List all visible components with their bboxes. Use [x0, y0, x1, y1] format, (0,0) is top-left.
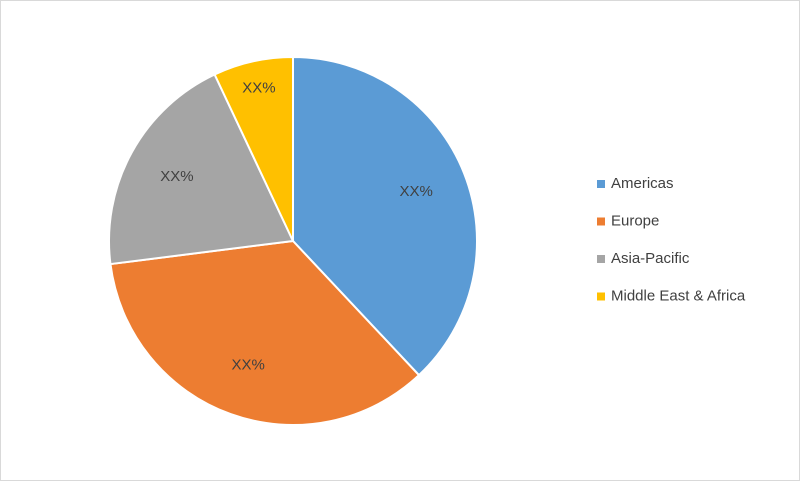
legend-label: Middle East & Africa [611, 287, 746, 304]
legend-swatch [597, 180, 605, 188]
data-label: XX% [231, 357, 264, 374]
legend-swatch [597, 217, 605, 226]
legend-swatch [597, 292, 605, 301]
pie-slice [213, 55, 294, 242]
data-label: XX% [399, 183, 432, 200]
data-label: XX% [242, 79, 275, 96]
legend-label: Europe [611, 212, 659, 229]
legend-swatch [597, 255, 605, 263]
legend-label: Asia-Pacific [611, 250, 690, 267]
data-label: XX% [160, 168, 193, 185]
legend-label: Americas [611, 175, 674, 192]
pie-slice [109, 239, 421, 426]
pie-slice [292, 55, 478, 377]
pie-slice [108, 73, 295, 266]
